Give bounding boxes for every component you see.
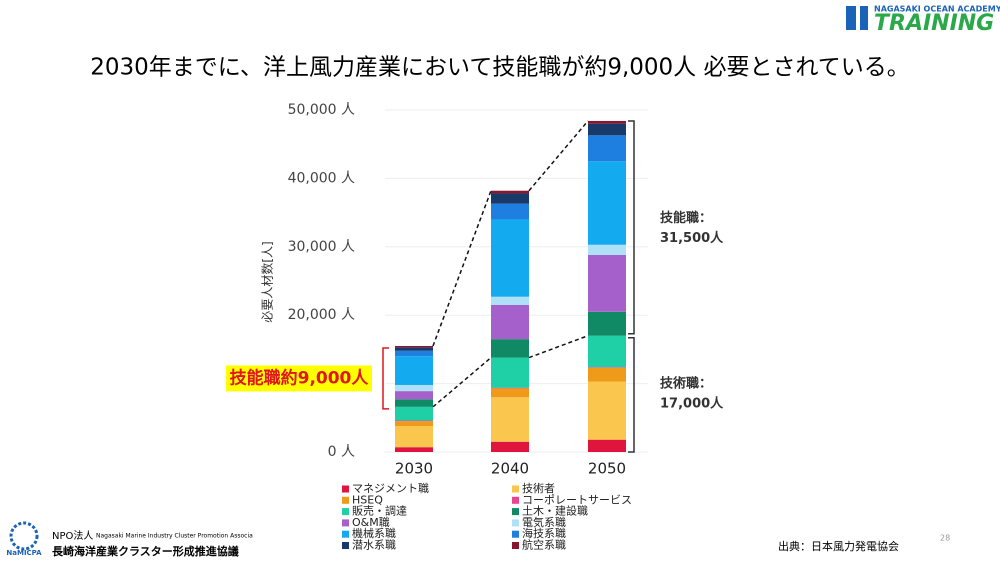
y-tick-label: 20,000 人	[288, 307, 355, 323]
legend-swatch	[342, 519, 349, 527]
bar-segment	[588, 135, 626, 162]
org-name: 長崎海洋産業クラスター形成推進協議	[52, 544, 239, 558]
bar-segment	[395, 399, 433, 407]
bar-segment	[588, 120, 626, 124]
bar-segment	[588, 381, 626, 440]
bar-segment	[395, 421, 433, 427]
bracket	[382, 347, 389, 410]
y-tick-label: 0 人	[328, 444, 355, 460]
brand-logo: NAGASAKI OCEAN ACADEMY TRAINING	[846, 5, 1000, 36]
legend-label: 電気系職	[522, 515, 566, 529]
bar-segment	[491, 296, 529, 305]
legend-label: HSEQ	[352, 493, 383, 506]
bar-segment	[395, 350, 433, 357]
legend-swatch	[342, 485, 349, 493]
legend-label: 海技系職	[522, 526, 566, 540]
bar-segment	[491, 387, 529, 389]
source: 出典：日本風力発電協会	[778, 539, 899, 553]
bracket	[628, 120, 635, 335]
legend-swatch	[512, 519, 519, 527]
bar-segment	[491, 193, 529, 204]
legend-swatch	[342, 542, 349, 549]
highlight-box	[226, 365, 372, 392]
bar-segment	[588, 367, 626, 382]
legend-swatch	[342, 508, 349, 516]
legend-label: コーポレートサービス	[522, 493, 632, 506]
legend-swatch	[512, 530, 519, 538]
connector-line	[432, 190, 492, 347]
legend-label: 航空系職	[522, 538, 566, 552]
connector-line	[528, 335, 589, 359]
legend-swatch	[342, 530, 349, 538]
annotation: 31,500人	[660, 230, 724, 246]
bar-segment	[395, 420, 433, 422]
bar-segment	[588, 367, 626, 368]
org-en: Nagasaki Marine Industry Cluster Promoti…	[96, 533, 253, 540]
legend-swatch	[512, 485, 519, 493]
org-icon	[9, 521, 39, 551]
bar-segment	[588, 244, 626, 256]
logo-icon	[846, 6, 868, 30]
bar-segment	[588, 161, 626, 245]
x-tick-label: 2040	[491, 460, 529, 478]
page-number: 28	[940, 534, 950, 543]
bar-segment	[395, 356, 433, 385]
bar-segment	[491, 339, 529, 358]
legend-swatch	[512, 542, 519, 549]
legend-label: 土木・建設職	[522, 504, 588, 518]
brand: TRAINING	[874, 11, 994, 36]
bar-segment	[491, 388, 529, 398]
legend-swatch	[512, 496, 519, 504]
bar-segment	[395, 384, 433, 392]
y-tick-label: 30,000 人	[288, 239, 355, 255]
org-abbr: NaMICPA	[6, 549, 42, 557]
bar-segment	[491, 304, 529, 340]
legend-label: 技術者	[522, 482, 555, 495]
bar-segment	[395, 447, 433, 452]
bar-segment	[395, 391, 433, 400]
annotation: 技術職：	[660, 375, 712, 391]
x-tick-label: 2030	[395, 460, 433, 478]
bar-segment	[491, 397, 529, 442]
connector-line	[528, 120, 589, 192]
y-axis-label: 必要人材数[人]	[260, 241, 275, 322]
bar-segment	[588, 335, 626, 368]
legend-label: 機械系職	[352, 526, 396, 540]
brand-small: NAGASAKI OCEAN ACADEMY	[874, 5, 1000, 14]
bar-segment	[491, 441, 529, 452]
bar-segment	[395, 406, 433, 421]
legend-label: 潜水系職	[352, 538, 396, 552]
bracket	[628, 336, 635, 453]
legend-label: 販売・調達	[352, 504, 407, 518]
annotation: 17,000人	[660, 395, 724, 411]
chart-title: 2030年までに、洋上風力産業において技能職が約9,000人 必要とされている。	[90, 55, 910, 81]
legend-label: マネジメント職	[352, 482, 429, 495]
bar-segment	[491, 219, 529, 297]
y-tick-label: 40,000 人	[288, 170, 355, 186]
legend-label: O&M職	[352, 516, 390, 529]
bar-segment	[588, 311, 626, 336]
bar-segment	[395, 347, 433, 351]
connector-line	[432, 357, 492, 408]
bar-segment	[588, 439, 626, 452]
org-logo: NaMICPA NPO法人 Nagasaki Marine Industry C…	[6, 521, 253, 558]
annotation: 技能職：	[660, 210, 712, 226]
bar-segment	[491, 190, 529, 194]
org-type: NPO法人	[52, 529, 93, 542]
bar-segment	[588, 255, 626, 312]
bar-segment	[588, 123, 626, 136]
bar-segment	[395, 426, 433, 448]
bar-segment	[491, 357, 529, 388]
annotation-highlight: 技能職約9,000人	[230, 367, 370, 388]
y-tick-label: 50,000 人	[288, 102, 355, 118]
legend-swatch	[512, 508, 519, 516]
legend-swatch	[342, 496, 349, 504]
bar-segment	[395, 345, 433, 348]
bar-segment	[491, 203, 529, 220]
x-tick-label: 2050	[588, 460, 626, 478]
